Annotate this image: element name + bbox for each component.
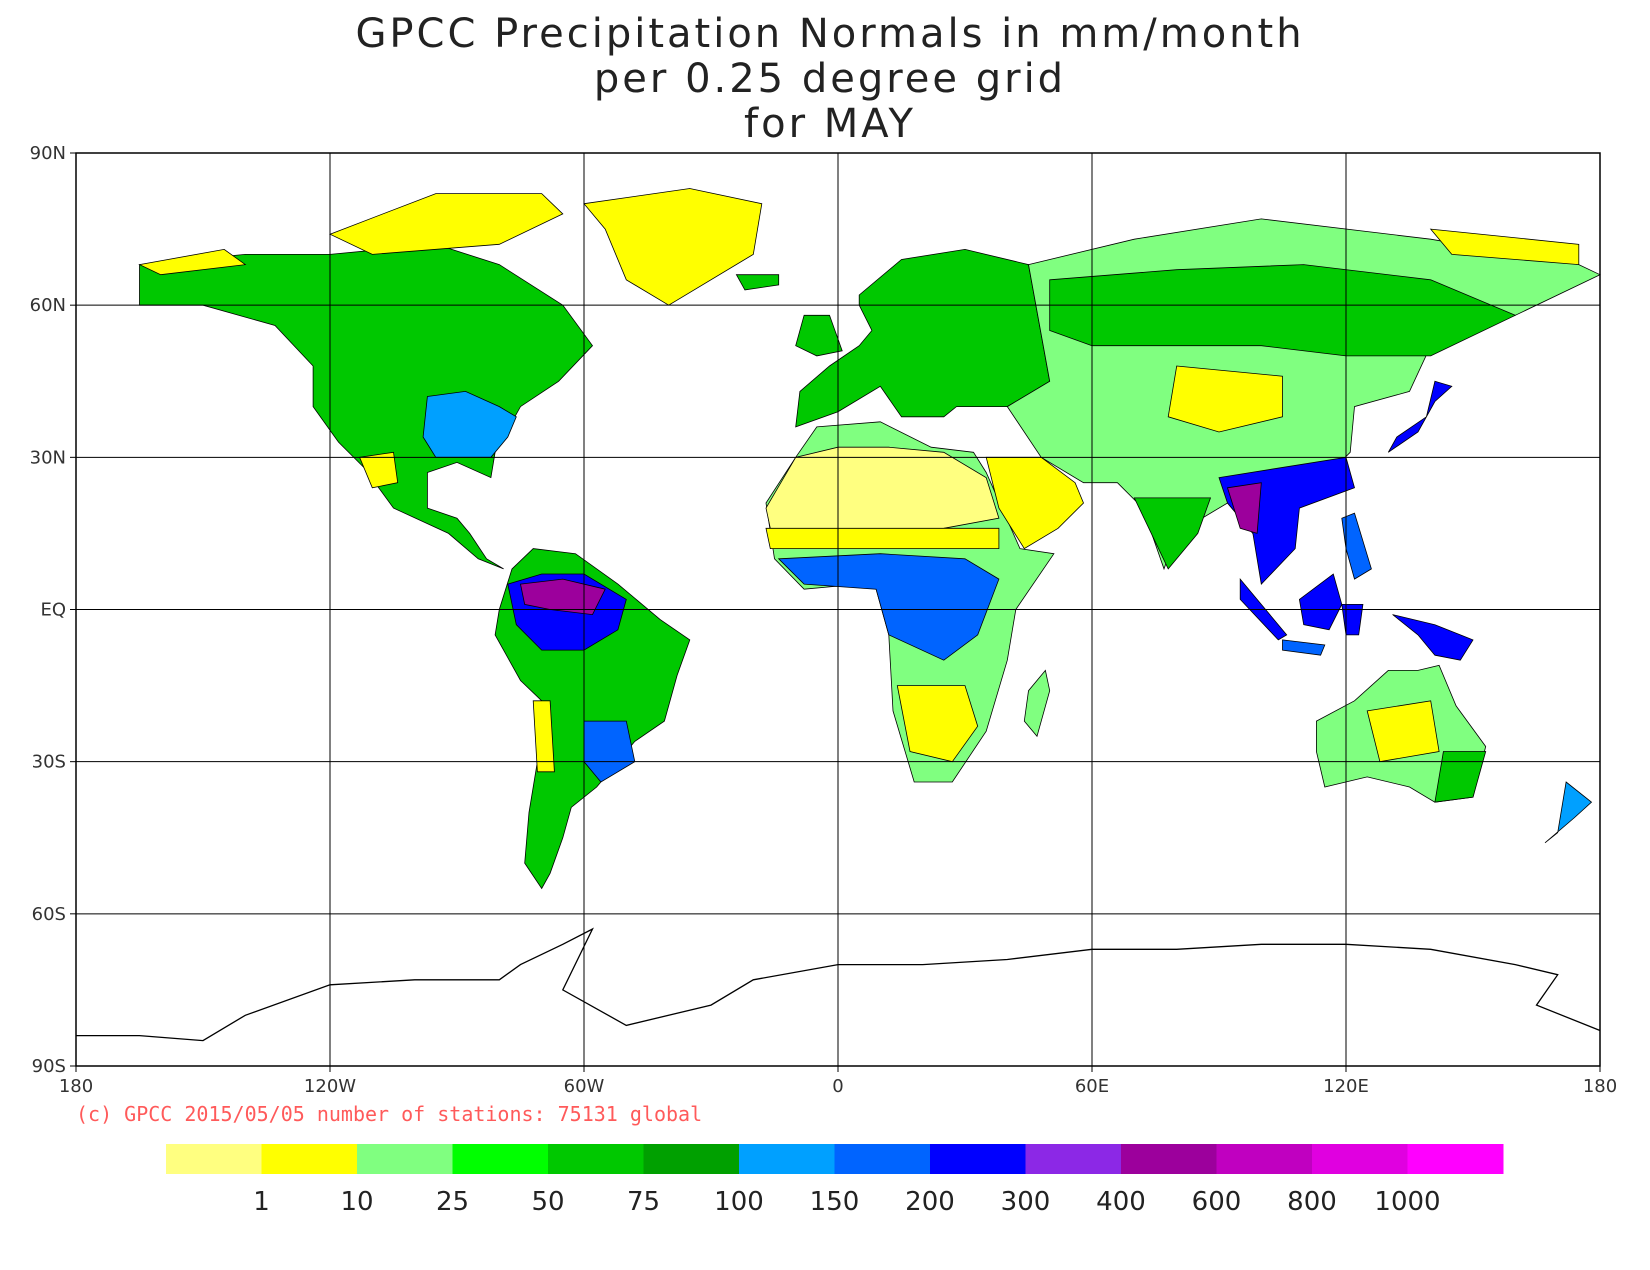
- region-java: [1282, 639, 1326, 656]
- region-canadian-arctic: [328, 193, 564, 255]
- region-japan: [1387, 380, 1453, 453]
- legend-swatch: [1121, 1144, 1217, 1174]
- credit-text: (c) GPCC 2015/05/05 number of stations: …: [76, 1102, 702, 1126]
- region-british-isles: [795, 314, 843, 357]
- x-tick-label: 0: [832, 1076, 843, 1097]
- x-axis-ticks: 180 120W 60W 0 60E 120E 180: [59, 1066, 1617, 1097]
- region-borneo: [1298, 573, 1343, 631]
- region-north-america: [139, 243, 594, 570]
- x-tick-label: 180: [1583, 1076, 1617, 1097]
- legend-swatch: [357, 1144, 453, 1174]
- region-new-zealand: [1544, 781, 1593, 844]
- x-tick-label: 60E: [1075, 1076, 1109, 1097]
- legend-label: 1: [253, 1187, 270, 1217]
- legend-label: 1000: [1374, 1187, 1440, 1217]
- y-tick-label: EQ: [40, 600, 66, 621]
- antarctica-outline: [76, 927, 1601, 1042]
- legend-label: 800: [1287, 1187, 1337, 1217]
- legend-swatch: [1216, 1144, 1313, 1174]
- region-philippines: [1341, 512, 1372, 580]
- legend-label: 400: [1096, 1187, 1146, 1217]
- region-mexico-dry: [359, 451, 399, 489]
- y-tick-label: 30N: [30, 447, 66, 468]
- y-tick-label: 90N: [30, 143, 66, 164]
- legend-swatch: [548, 1144, 644, 1174]
- region-atacama-dry: [532, 700, 555, 773]
- region-sulawesi: [1341, 604, 1364, 636]
- region-greenland: [583, 188, 763, 306]
- title-line-3: for MAY: [744, 101, 916, 147]
- region-iceland: [735, 274, 780, 291]
- legend-label: 100: [714, 1187, 764, 1217]
- x-tick-label: 60W: [564, 1076, 605, 1097]
- region-madagascar: [1023, 669, 1051, 738]
- legend-swatch: [930, 1144, 1026, 1174]
- region-europe: [795, 248, 1051, 428]
- region-arabia: [985, 456, 1084, 550]
- region-india: [1133, 497, 1212, 570]
- region-arctic-dry: [1429, 228, 1580, 266]
- legend-swatch: [452, 1144, 549, 1174]
- region-siberia: [1049, 264, 1517, 357]
- y-tick-label: 90S: [32, 1056, 66, 1077]
- x-tick-label: 180: [59, 1076, 93, 1097]
- y-axis-ticks: 90N 60N 30N EQ 30S 60S 90S: [30, 143, 76, 1077]
- legend-swatch: [1025, 1144, 1122, 1174]
- y-tick-label: 60N: [30, 295, 66, 316]
- legend-label: 600: [1192, 1187, 1242, 1217]
- region-sahel: [765, 527, 1000, 549]
- legend-label: 25: [436, 1187, 469, 1217]
- color-legend: 1 10 25 50 75 100 150 200 300 400 600 800 1000: [166, 1144, 1504, 1217]
- legend-label: 300: [1001, 1187, 1051, 1217]
- title-line-1: GPCC Precipitation Normals in mm/month: [355, 11, 1304, 57]
- legend-swatch: [261, 1144, 358, 1174]
- y-tick-label: 30S: [32, 752, 66, 773]
- legend-swatch: [739, 1144, 835, 1174]
- legend-label: 200: [905, 1187, 955, 1217]
- chart-title: GPCC Precipitation Normals in mm/month p…: [355, 11, 1304, 147]
- title-line-2: per 0.25 degree grid: [594, 56, 1066, 102]
- region-southern-africa-dry: [896, 685, 979, 763]
- region-us-east: [422, 390, 517, 458]
- x-tick-label: 120W: [304, 1076, 356, 1097]
- legend-swatch: [1312, 1144, 1408, 1174]
- legend-swatch: [166, 1144, 262, 1174]
- legend-swatch: [643, 1144, 740, 1174]
- legend-label: 150: [810, 1187, 860, 1217]
- y-tick-label: 60S: [32, 904, 66, 925]
- legend-swatch: [1407, 1144, 1504, 1174]
- legend-swatch: [834, 1144, 931, 1174]
- region-australia-interior-dry: [1366, 700, 1440, 763]
- x-tick-label: 120E: [1323, 1076, 1369, 1097]
- legend-label: 50: [531, 1187, 564, 1217]
- region-central-asia-dry: [1167, 365, 1283, 433]
- region-myanmar-core: [1226, 482, 1262, 534]
- legend-label: 10: [340, 1187, 373, 1217]
- region-new-guinea: [1392, 614, 1474, 661]
- region-africa-rain-belt: [777, 553, 1000, 661]
- legend-label: 75: [627, 1187, 660, 1217]
- region-alaska-north: [138, 248, 247, 276]
- region-australia-southeast: [1434, 751, 1487, 803]
